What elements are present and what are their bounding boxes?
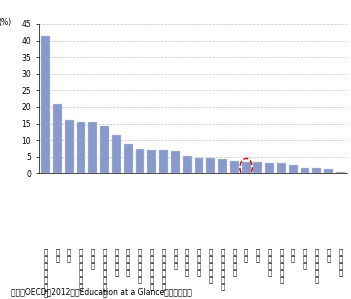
Text: フ
ラ
ン
ス: フ ラ ン ス — [114, 248, 119, 276]
Bar — [65, 120, 74, 173]
Bar — [336, 172, 345, 173]
Bar — [289, 165, 298, 173]
Bar — [53, 104, 62, 173]
Text: デ
ン
マ
ー
ク: デ ン マ ー ク — [138, 248, 142, 283]
Text: ル
ク
セ
ン
ブ
ル
ク: ル ク セ ン ブ ル ク — [44, 248, 48, 298]
Bar — [253, 162, 262, 173]
Bar — [41, 36, 50, 173]
Text: ニ
ュ
ー
ジ
ー
ラ
ン
ド: ニ ュ ー ジ ー ラ ン ド — [102, 248, 107, 299]
Text: 英
国: 英 国 — [67, 248, 71, 262]
Text: 豪
州: 豪 州 — [55, 248, 60, 262]
Bar — [112, 135, 121, 173]
Text: 資料：OECD（2012）「Education at a Glance」から作成。: 資料：OECD（2012）「Education at a Glance」から作成… — [11, 287, 191, 296]
Text: ア
イ
ル
ラ
ン
ド: ア イ ル ラ ン ド — [150, 248, 154, 290]
Bar — [312, 168, 321, 173]
Bar — [300, 168, 310, 173]
Text: ブ
ラ
ジ
ル: ブ ラ ジ ル — [338, 248, 343, 276]
Bar — [265, 163, 274, 173]
Bar — [277, 164, 286, 173]
Bar — [159, 150, 168, 173]
Bar — [218, 159, 227, 173]
Text: ス
イ
ス: ス イ ス — [91, 248, 95, 269]
Bar — [242, 162, 251, 173]
Text: ノ
ル
ウ
ェ
ー: ノ ル ウ ェ ー — [315, 248, 319, 283]
Text: 日
本: 日 本 — [244, 248, 248, 262]
Bar — [194, 158, 203, 173]
Bar — [206, 158, 215, 173]
Text: オ
ー
ス
ト
リ
ア: オ ー ス ト リ ア — [79, 248, 83, 290]
Bar — [124, 144, 133, 173]
Text: 中
国: 中 国 — [326, 248, 331, 262]
Bar — [183, 156, 192, 173]
Text: ス
ウ
ェ
ー
デ
ン: ス ウ ェ ー デ ン — [161, 248, 166, 290]
Text: フ
ィ
ン
ラ
ン
ド: フ ィ ン ラ ン ド — [220, 248, 225, 290]
Bar — [88, 122, 97, 173]
Text: (%): (%) — [0, 18, 12, 27]
Text: 米
国: 米 国 — [256, 248, 260, 262]
Text: ア
メ
リ
カ: ア メ リ カ — [185, 248, 189, 276]
Bar — [324, 170, 333, 173]
Bar — [77, 122, 86, 173]
Text: カ
ナ
ダ: カ ナ ダ — [173, 248, 178, 269]
Text: ロ
シ
ア: ロ シ ア — [303, 248, 307, 269]
Bar — [147, 150, 156, 173]
Text: ギ
リ
シ
ィ
ア: ギ リ シ ィ ア — [208, 248, 213, 283]
Text: ス
ペ
イ
ン: ス ペ イ ン — [267, 248, 272, 276]
Text: ベ
ル
ギ
ー: ベ ル ギ ー — [126, 248, 130, 276]
Bar — [230, 161, 239, 173]
Text: ポ
ル
ト
ガ
ル: ポ ル ト ガ ル — [279, 248, 284, 283]
Text: 韓
国: 韓 国 — [291, 248, 296, 262]
Text: オ
ラ
ン
ダ: オ ラ ン ダ — [197, 248, 201, 276]
Bar — [171, 152, 180, 173]
Text: イ
タ
リ
ア: イ タ リ ア — [232, 248, 237, 276]
Bar — [135, 149, 144, 173]
Bar — [100, 126, 109, 173]
